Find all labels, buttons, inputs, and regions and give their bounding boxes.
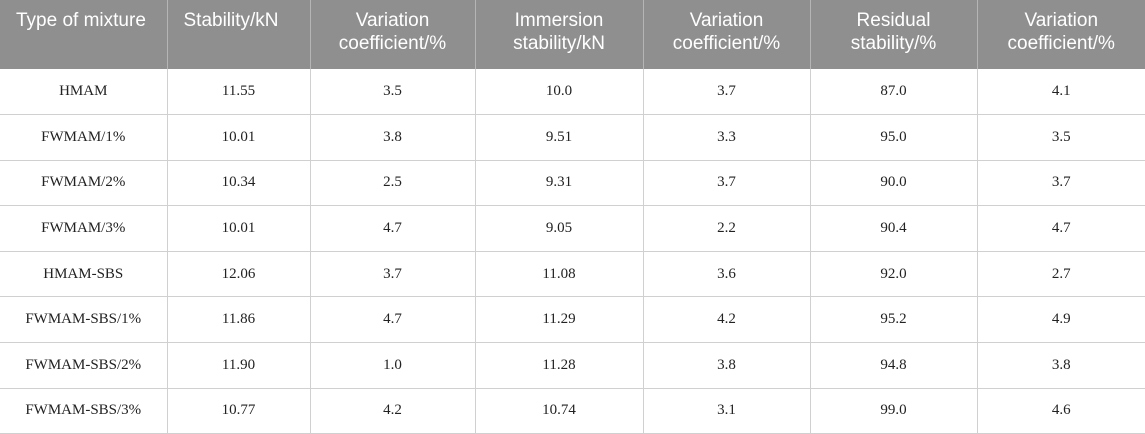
cell-stability: 10.01	[167, 205, 311, 252]
cell-variation-coefficient: 4.2	[310, 388, 476, 434]
cell-variation-coefficient: 3.5	[977, 114, 1145, 161]
table-row: FWMAM-SBS/1% 11.86 4.7 11.29 4.2 95.2 4.…	[0, 296, 1145, 344]
cell-variation-coefficient: 3.6	[643, 251, 811, 298]
cell-variation-coefficient: 3.7	[310, 251, 476, 298]
cell-immersion-stability: 9.31	[475, 160, 644, 207]
header-variation-coefficient-3: Variation coefficient/%	[977, 0, 1145, 69]
header-residual-stability: Residual stability/%	[810, 0, 978, 69]
cell-variation-coefficient: 3.3	[643, 114, 811, 161]
header-type-of-mixture: Type of mixture	[0, 0, 168, 69]
header-stability: Stability/kN	[167, 0, 311, 69]
header-variation-coefficient-1: Variation coefficient/%	[310, 0, 476, 69]
cell-variation-coefficient: 4.6	[977, 388, 1145, 434]
cell-stability: 10.34	[167, 160, 311, 207]
cell-variation-coefficient: 4.2	[643, 296, 811, 344]
cell-stability: 11.55	[167, 69, 311, 116]
cell-variation-coefficient: 3.8	[977, 342, 1145, 389]
cell-variation-coefficient: 4.9	[977, 296, 1145, 344]
cell-mixture: FWMAM/2%	[0, 160, 168, 207]
table-row: FWMAM/1% 10.01 3.8 9.51 3.3 95.0 3.5	[0, 114, 1145, 161]
cell-immersion-stability: 11.08	[475, 251, 644, 298]
cell-stability: 10.01	[167, 114, 311, 161]
cell-immersion-stability: 10.74	[475, 388, 644, 434]
table-row: FWMAM/2% 10.34 2.5 9.31 3.7 90.0 3.7	[0, 160, 1145, 207]
cell-variation-coefficient: 3.8	[643, 342, 811, 389]
cell-variation-coefficient: 4.7	[310, 205, 476, 252]
cell-variation-coefficient: 2.2	[643, 205, 811, 252]
cell-residual-stability: 99.0	[810, 388, 978, 434]
cell-variation-coefficient: 3.7	[643, 69, 811, 116]
cell-mixture: FWMAM-SBS/3%	[0, 388, 168, 434]
cell-variation-coefficient: 3.8	[310, 114, 476, 161]
cell-residual-stability: 94.8	[810, 342, 978, 389]
cell-mixture: HMAM-SBS	[0, 251, 168, 298]
cell-variation-coefficient: 2.7	[977, 251, 1145, 298]
cell-variation-coefficient: 3.7	[977, 160, 1145, 207]
cell-stability: 10.77	[167, 388, 311, 434]
cell-residual-stability: 95.2	[810, 296, 978, 344]
cell-variation-coefficient: 1.0	[310, 342, 476, 389]
cell-immersion-stability: 11.28	[475, 342, 644, 389]
cell-variation-coefficient: 3.1	[643, 388, 811, 434]
cell-variation-coefficient: 2.5	[310, 160, 476, 207]
cell-residual-stability: 90.0	[810, 160, 978, 207]
cell-immersion-stability: 11.29	[475, 296, 644, 344]
cell-mixture: FWMAM/3%	[0, 205, 168, 252]
cell-residual-stability: 92.0	[810, 251, 978, 298]
cell-mixture: FWMAM-SBS/2%	[0, 342, 168, 389]
table-row: HMAM 11.55 3.5 10.0 3.7 87.0 4.1	[0, 69, 1145, 116]
cell-stability: 12.06	[167, 251, 311, 298]
table-row: FWMAM/3% 10.01 4.7 9.05 2.2 90.4 4.7	[0, 205, 1145, 252]
cell-residual-stability: 95.0	[810, 114, 978, 161]
cell-stability: 11.86	[167, 296, 311, 344]
cell-immersion-stability: 10.0	[475, 69, 644, 116]
table-row: FWMAM-SBS/2% 11.90 1.0 11.28 3.8 94.8 3.…	[0, 342, 1145, 389]
header-variation-coefficient-2: Variation coefficient/%	[643, 0, 811, 69]
cell-mixture: HMAM	[0, 69, 168, 116]
table-row: FWMAM-SBS/3% 10.77 4.2 10.74 3.1 99.0 4.…	[0, 388, 1145, 434]
cell-residual-stability: 90.4	[810, 205, 978, 252]
table-row: HMAM-SBS 12.06 3.7 11.08 3.6 92.0 2.7	[0, 251, 1145, 298]
cell-immersion-stability: 9.51	[475, 114, 644, 161]
cell-mixture: FWMAM-SBS/1%	[0, 296, 168, 344]
header-immersion-stability: Immersion stability/kN	[475, 0, 644, 69]
cell-immersion-stability: 9.05	[475, 205, 644, 252]
cell-stability: 11.90	[167, 342, 311, 389]
cell-variation-coefficient: 4.7	[310, 296, 476, 344]
cell-variation-coefficient: 3.5	[310, 69, 476, 116]
cell-residual-stability: 87.0	[810, 69, 978, 116]
cell-mixture: FWMAM/1%	[0, 114, 168, 161]
cell-variation-coefficient: 4.7	[977, 205, 1145, 252]
header-row: Type of mixture Stability/kN Variation c…	[0, 0, 1145, 69]
cell-variation-coefficient: 3.7	[643, 160, 811, 207]
cell-variation-coefficient: 4.1	[977, 69, 1145, 116]
